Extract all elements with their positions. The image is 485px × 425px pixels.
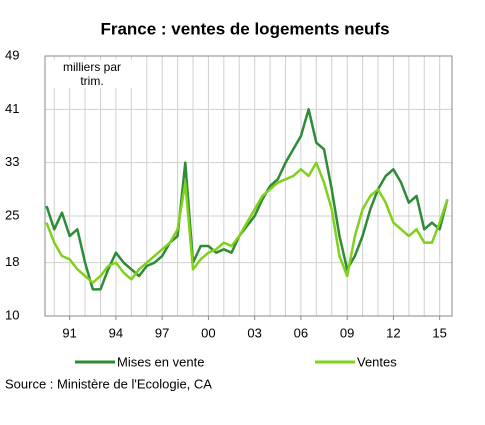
- legend-label: Mises en vente: [117, 354, 204, 369]
- y-tick-label: 41: [5, 101, 19, 116]
- legend-label: Ventes: [357, 354, 397, 369]
- line-series: [45, 161, 449, 284]
- x-tick-label: 00: [201, 325, 215, 340]
- y-tick-label: 33: [5, 154, 19, 169]
- annotation: milliers par trim.: [52, 60, 132, 88]
- chart-title: France : ventes de logements neufs: [100, 19, 389, 38]
- y-tick-label: 18: [5, 254, 19, 269]
- x-tick-label: 12: [386, 325, 400, 340]
- x-tick-label: 09: [340, 325, 354, 340]
- x-tick-label: 06: [294, 325, 308, 340]
- x-tick-label: 97: [155, 325, 169, 340]
- x-tick-label: 94: [109, 325, 123, 340]
- source: Source : Ministère de l'Ecologie, CA: [5, 376, 212, 391]
- y-tick-label: 49: [5, 47, 19, 62]
- plot-frame: [44, 55, 453, 317]
- x-tick-label: 91: [62, 325, 76, 340]
- y-tick-label: 25: [5, 207, 19, 222]
- annotation-box: milliers par trim.: [52, 60, 132, 88]
- line-series: [45, 108, 449, 291]
- y-tick-label: 10: [5, 307, 19, 322]
- x-tick-label: 03: [247, 325, 261, 340]
- x-tick-label: 15: [432, 325, 446, 340]
